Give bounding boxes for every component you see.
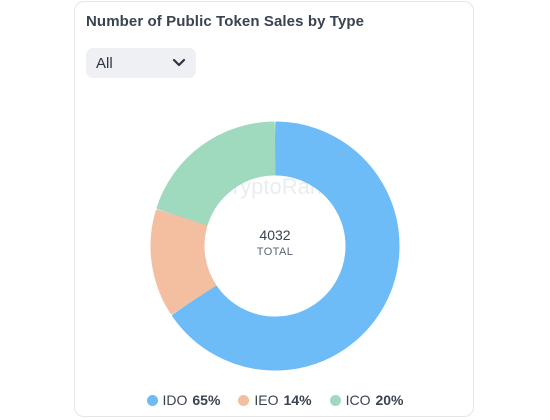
legend-label: IEO xyxy=(254,392,279,408)
legend-percent: 14% xyxy=(283,392,312,408)
center-total-label: TOTAL xyxy=(257,246,293,258)
donut-chart: CryptoRank 4032 TOTAL xyxy=(150,121,400,371)
legend-label: IDO xyxy=(162,392,188,408)
slice-ido[interactable] xyxy=(172,121,400,371)
chart-legend: IDO 65% IEO 14% ICO 20% xyxy=(75,392,475,408)
legend-item-ico[interactable]: ICO 20% xyxy=(329,392,404,408)
card-title: Number of Public Token Sales by Type xyxy=(86,13,365,30)
legend-dot-icon xyxy=(329,394,341,406)
legend-dot-icon xyxy=(146,394,158,406)
legend-percent: 20% xyxy=(375,392,404,408)
legend-item-ieo[interactable]: IEO 14% xyxy=(238,392,312,408)
chart-card: Number of Public Token Sales by Type All… xyxy=(74,1,474,417)
legend-item-ido[interactable]: IDO 65% xyxy=(146,392,221,408)
chevron-down-icon xyxy=(172,58,186,67)
slice-ieo[interactable] xyxy=(150,209,217,315)
dropdown-selected-value: All xyxy=(96,54,113,72)
legend-label: ICO xyxy=(345,392,371,408)
legend-dot-icon xyxy=(238,394,250,406)
type-filter-dropdown[interactable]: All xyxy=(86,48,196,78)
center-total-value: 4032 xyxy=(259,227,290,243)
slice-ico[interactable] xyxy=(156,121,276,226)
legend-percent: 65% xyxy=(192,392,221,408)
